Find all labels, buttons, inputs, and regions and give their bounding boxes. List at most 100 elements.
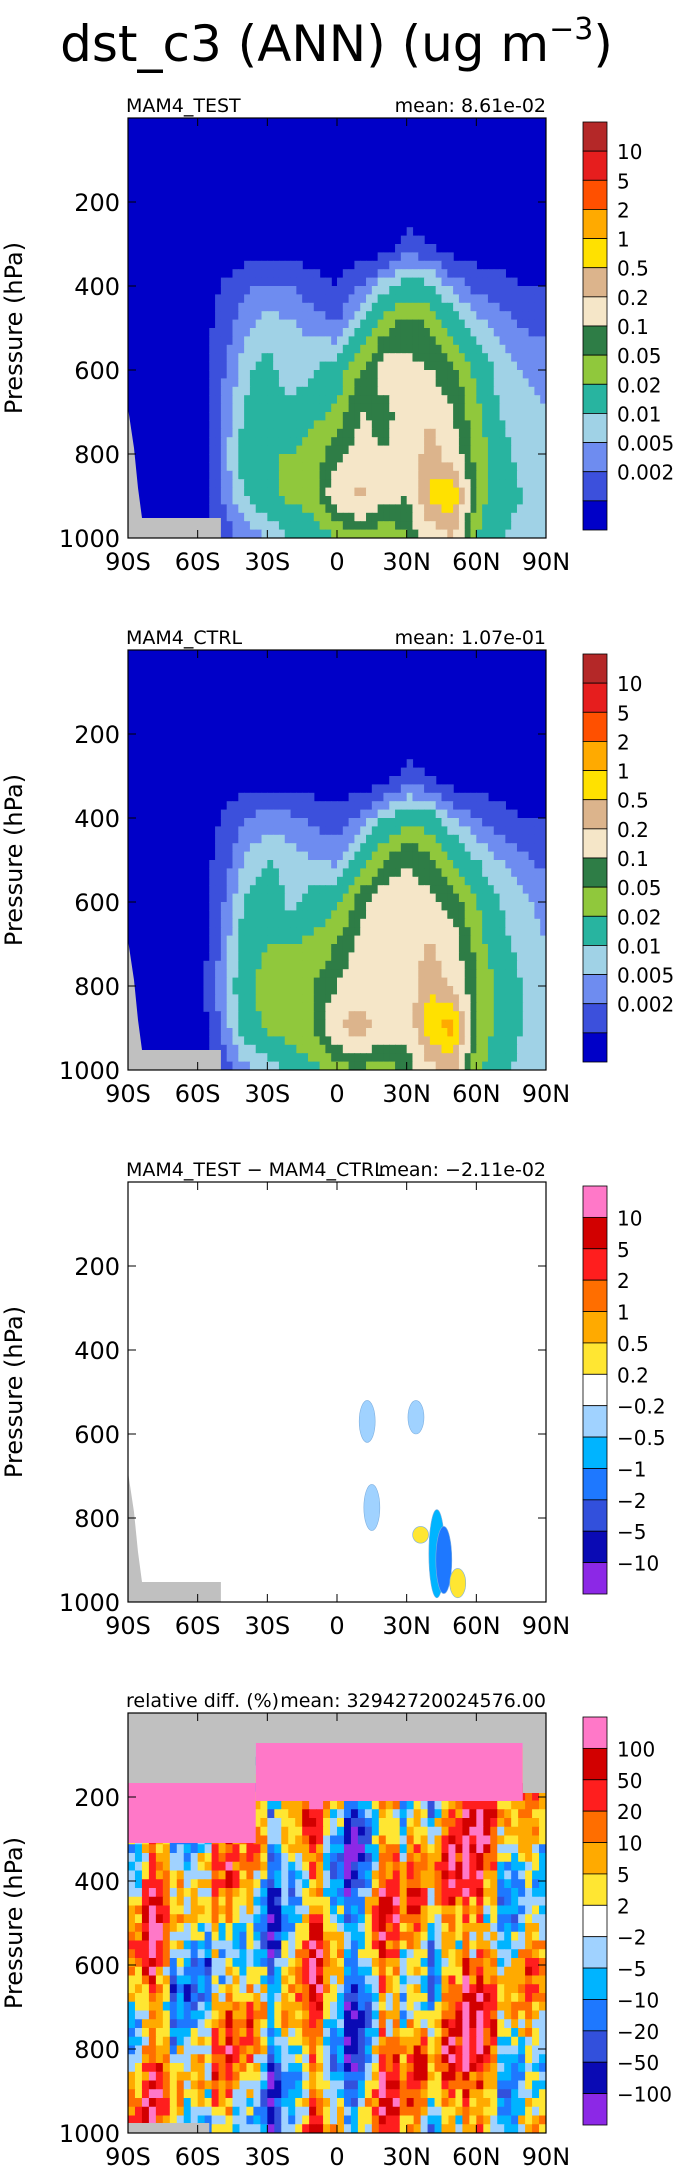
data-cell xyxy=(511,353,518,363)
data-cell xyxy=(476,378,483,388)
data-cell xyxy=(505,944,512,953)
data-cell xyxy=(418,910,425,920)
data-cell xyxy=(261,1061,268,1070)
data-cell xyxy=(284,910,292,920)
data-cell xyxy=(424,969,431,979)
data-cell xyxy=(505,328,512,337)
data-cell xyxy=(534,311,541,321)
data-cell xyxy=(453,960,460,970)
data-cell xyxy=(284,420,292,430)
data-cell xyxy=(522,885,530,895)
data-cell xyxy=(220,952,228,962)
data-cell xyxy=(238,935,245,945)
data-cell xyxy=(435,269,443,279)
data-cell xyxy=(470,512,477,522)
data-cell xyxy=(331,286,338,295)
data-cell xyxy=(441,843,448,853)
data-cell xyxy=(244,885,251,895)
data-cell xyxy=(325,294,332,304)
data-cell xyxy=(360,496,367,505)
data-cell xyxy=(261,445,268,455)
data-cell xyxy=(204,1844,213,1854)
data-cell xyxy=(377,403,385,413)
data-cell xyxy=(516,512,524,522)
data-cell xyxy=(284,876,292,886)
data-cell xyxy=(337,512,344,522)
data-cell xyxy=(253,1853,261,1863)
data-cell xyxy=(482,319,489,329)
data-cell xyxy=(360,1061,367,1070)
colorbar-label: −2 xyxy=(617,1489,646,1513)
data-cell xyxy=(493,504,501,514)
data-cell xyxy=(418,902,425,911)
data-cell xyxy=(400,767,408,777)
data-cell xyxy=(424,784,431,794)
data-cell xyxy=(225,1853,234,1863)
data-cell xyxy=(400,902,408,911)
data-cell xyxy=(255,902,263,911)
data-cell xyxy=(400,395,408,405)
data-cell xyxy=(470,935,477,945)
data-cell xyxy=(447,868,454,878)
data-cell xyxy=(493,470,501,480)
data-cell xyxy=(348,470,356,480)
data-cell xyxy=(470,294,477,304)
data-cell xyxy=(290,1036,297,1046)
data-cell xyxy=(435,260,443,270)
data-cell xyxy=(354,512,361,522)
data-cell xyxy=(395,319,402,329)
data-cell xyxy=(232,1061,239,1070)
data-cell xyxy=(482,902,489,911)
data-cell xyxy=(453,428,460,438)
data-cell xyxy=(209,512,216,522)
data-cell xyxy=(273,1002,280,1012)
data-cell xyxy=(435,868,443,878)
data-cell xyxy=(418,893,425,903)
data-cell xyxy=(511,1002,518,1012)
data-cell xyxy=(296,361,303,371)
data-cell xyxy=(540,843,546,853)
data-cell xyxy=(539,1791,546,1802)
data-cell xyxy=(319,462,326,472)
data-cell xyxy=(470,910,477,920)
data-cell xyxy=(249,269,257,279)
data-cell xyxy=(511,370,518,379)
data-cell xyxy=(371,960,379,970)
data-cell xyxy=(429,918,437,928)
data-cell xyxy=(522,893,530,903)
figure-title: dst_c3 (ANN) (ug m−3) xyxy=(0,0,673,73)
data-cell xyxy=(273,1036,280,1046)
data-cell xyxy=(274,1800,282,1810)
data-cell xyxy=(261,370,268,379)
data-cell xyxy=(244,960,251,970)
data-cell xyxy=(482,311,489,321)
data-cell xyxy=(330,1809,338,1819)
data-cell xyxy=(448,1809,457,1819)
data-cell xyxy=(464,826,472,836)
data-cell xyxy=(244,302,251,312)
data-cell xyxy=(435,286,443,295)
data-cell xyxy=(209,1044,216,1054)
data-cell xyxy=(470,386,477,396)
data-cell xyxy=(238,353,245,363)
data-cell xyxy=(462,1800,470,1810)
data-cell xyxy=(342,893,350,903)
data-cell xyxy=(448,1844,457,1854)
data-cell xyxy=(516,960,524,970)
data-cell xyxy=(337,1011,344,1021)
data-cell xyxy=(238,487,245,497)
data-cell xyxy=(325,860,332,869)
data-cell xyxy=(325,437,332,447)
data-cell xyxy=(249,1061,257,1070)
data-cell xyxy=(220,809,228,819)
data-cell xyxy=(215,370,222,379)
data-cell xyxy=(389,784,396,794)
data-cell xyxy=(522,918,530,928)
data-cell xyxy=(464,353,472,363)
data-cell xyxy=(534,529,541,538)
data-cell xyxy=(476,809,483,819)
data-cell xyxy=(232,1036,239,1046)
data-cell xyxy=(244,370,251,379)
data-cell xyxy=(238,470,245,480)
data-cell xyxy=(357,1818,366,1828)
